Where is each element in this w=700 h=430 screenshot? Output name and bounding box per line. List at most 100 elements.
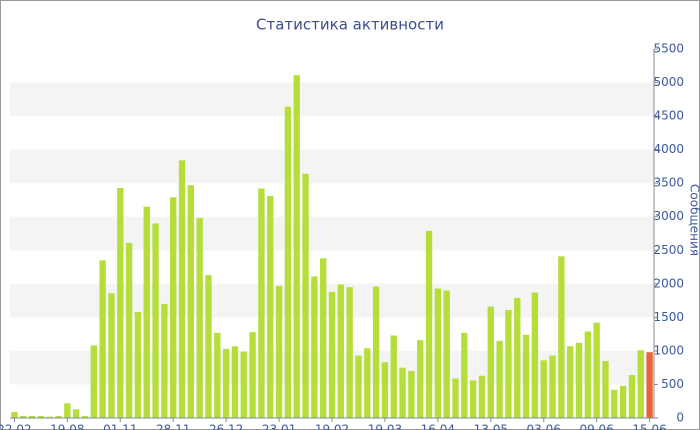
- bar: [602, 360, 609, 418]
- bar: [531, 292, 539, 418]
- bar: [328, 291, 336, 418]
- x-tick-label: 03.06: [527, 423, 561, 430]
- bar: [196, 218, 203, 418]
- x-tick-label: 19.02: [315, 423, 349, 430]
- bar: [505, 309, 512, 418]
- bar: [372, 286, 380, 418]
- bar: [646, 352, 653, 418]
- bar: [72, 409, 80, 418]
- bar: [28, 415, 36, 418]
- bar: [469, 380, 477, 418]
- bar: [390, 335, 397, 418]
- bar: [311, 276, 318, 418]
- bar: [293, 75, 300, 418]
- y-tick-label: 4000: [653, 142, 684, 156]
- y-tick-label: 1500: [653, 310, 684, 324]
- bar: [117, 187, 124, 418]
- bar: [611, 389, 618, 418]
- x-tick-label: 13.05: [474, 423, 508, 430]
- y-tick-label: 500: [661, 377, 684, 391]
- y-axis-label: Сообщения: [688, 184, 700, 256]
- bar: [337, 284, 344, 418]
- x-tick-label: 26.12: [209, 423, 243, 430]
- bar: [417, 340, 424, 418]
- x-tick-label: 22.02: [0, 423, 32, 430]
- y-tick-label: 0: [676, 411, 684, 425]
- bar: [46, 416, 53, 418]
- bar: [222, 348, 230, 418]
- y-tick-label: 5500: [653, 42, 684, 56]
- bar: [187, 185, 195, 418]
- bar: [249, 332, 256, 418]
- bar: [575, 342, 583, 418]
- bar: [514, 297, 521, 418]
- bar: [425, 230, 433, 418]
- bar: [540, 360, 547, 418]
- bar: [478, 375, 486, 418]
- bar: [522, 334, 530, 418]
- bar: [408, 371, 415, 418]
- bar: [178, 160, 186, 418]
- x-tick-label: 09.06: [579, 423, 613, 430]
- bar: [567, 346, 574, 418]
- bar: [364, 348, 371, 418]
- bar: [267, 195, 274, 418]
- y-tick-label: 2500: [653, 243, 684, 257]
- bar: [37, 415, 45, 418]
- bar: [125, 242, 133, 418]
- y-tick-label: 3500: [653, 176, 684, 190]
- y-tick-label: 4500: [653, 109, 684, 123]
- bar: [549, 355, 556, 418]
- bar: [240, 351, 247, 418]
- bar: [258, 188, 265, 418]
- bar: [320, 258, 327, 418]
- bar: [81, 415, 89, 418]
- chart-title: Статистика активности: [256, 16, 444, 34]
- bar: [205, 275, 212, 418]
- bar: [170, 197, 177, 418]
- x-tick-label: 15.06: [632, 423, 666, 430]
- bar: [90, 345, 97, 418]
- x-tick-label: 19.03: [368, 423, 402, 430]
- bar: [619, 385, 627, 418]
- y-tick-label: 2000: [653, 276, 684, 290]
- bar: [443, 290, 450, 418]
- bar: [461, 332, 468, 418]
- grid-band: [10, 149, 654, 184]
- y-tick-label: 1000: [653, 343, 684, 357]
- bar: [99, 260, 106, 418]
- bar: [381, 362, 389, 418]
- bar: [143, 206, 150, 418]
- bar: [584, 331, 592, 418]
- bar: [346, 287, 353, 418]
- x-tick-label: 16.04: [421, 423, 455, 430]
- bar: [558, 256, 565, 418]
- bar: [152, 223, 159, 418]
- bar: [452, 378, 459, 418]
- bar: [593, 322, 600, 418]
- y-tick-label: 3000: [653, 209, 684, 223]
- bar: [55, 415, 62, 418]
- bar: [11, 411, 18, 418]
- bar: [134, 311, 142, 418]
- bar: [161, 303, 168, 418]
- bar: [231, 346, 239, 418]
- bar: [496, 340, 503, 418]
- bar: [20, 415, 27, 418]
- bar: [487, 306, 494, 418]
- bar: [64, 403, 71, 418]
- bar: [108, 293, 115, 418]
- x-tick-label: 28.11: [156, 423, 190, 430]
- bar: [355, 355, 362, 418]
- x-tick-label: 01.11: [103, 423, 137, 430]
- bar: [628, 375, 636, 418]
- x-tick-label: 23.01: [262, 423, 296, 430]
- bar: [214, 332, 221, 418]
- bar: [302, 173, 309, 418]
- y-tick-label: 5000: [653, 75, 684, 89]
- bar: [399, 367, 406, 418]
- bar: [284, 106, 292, 418]
- grid-band: [10, 82, 654, 117]
- x-tick-label: 19.08: [50, 423, 84, 430]
